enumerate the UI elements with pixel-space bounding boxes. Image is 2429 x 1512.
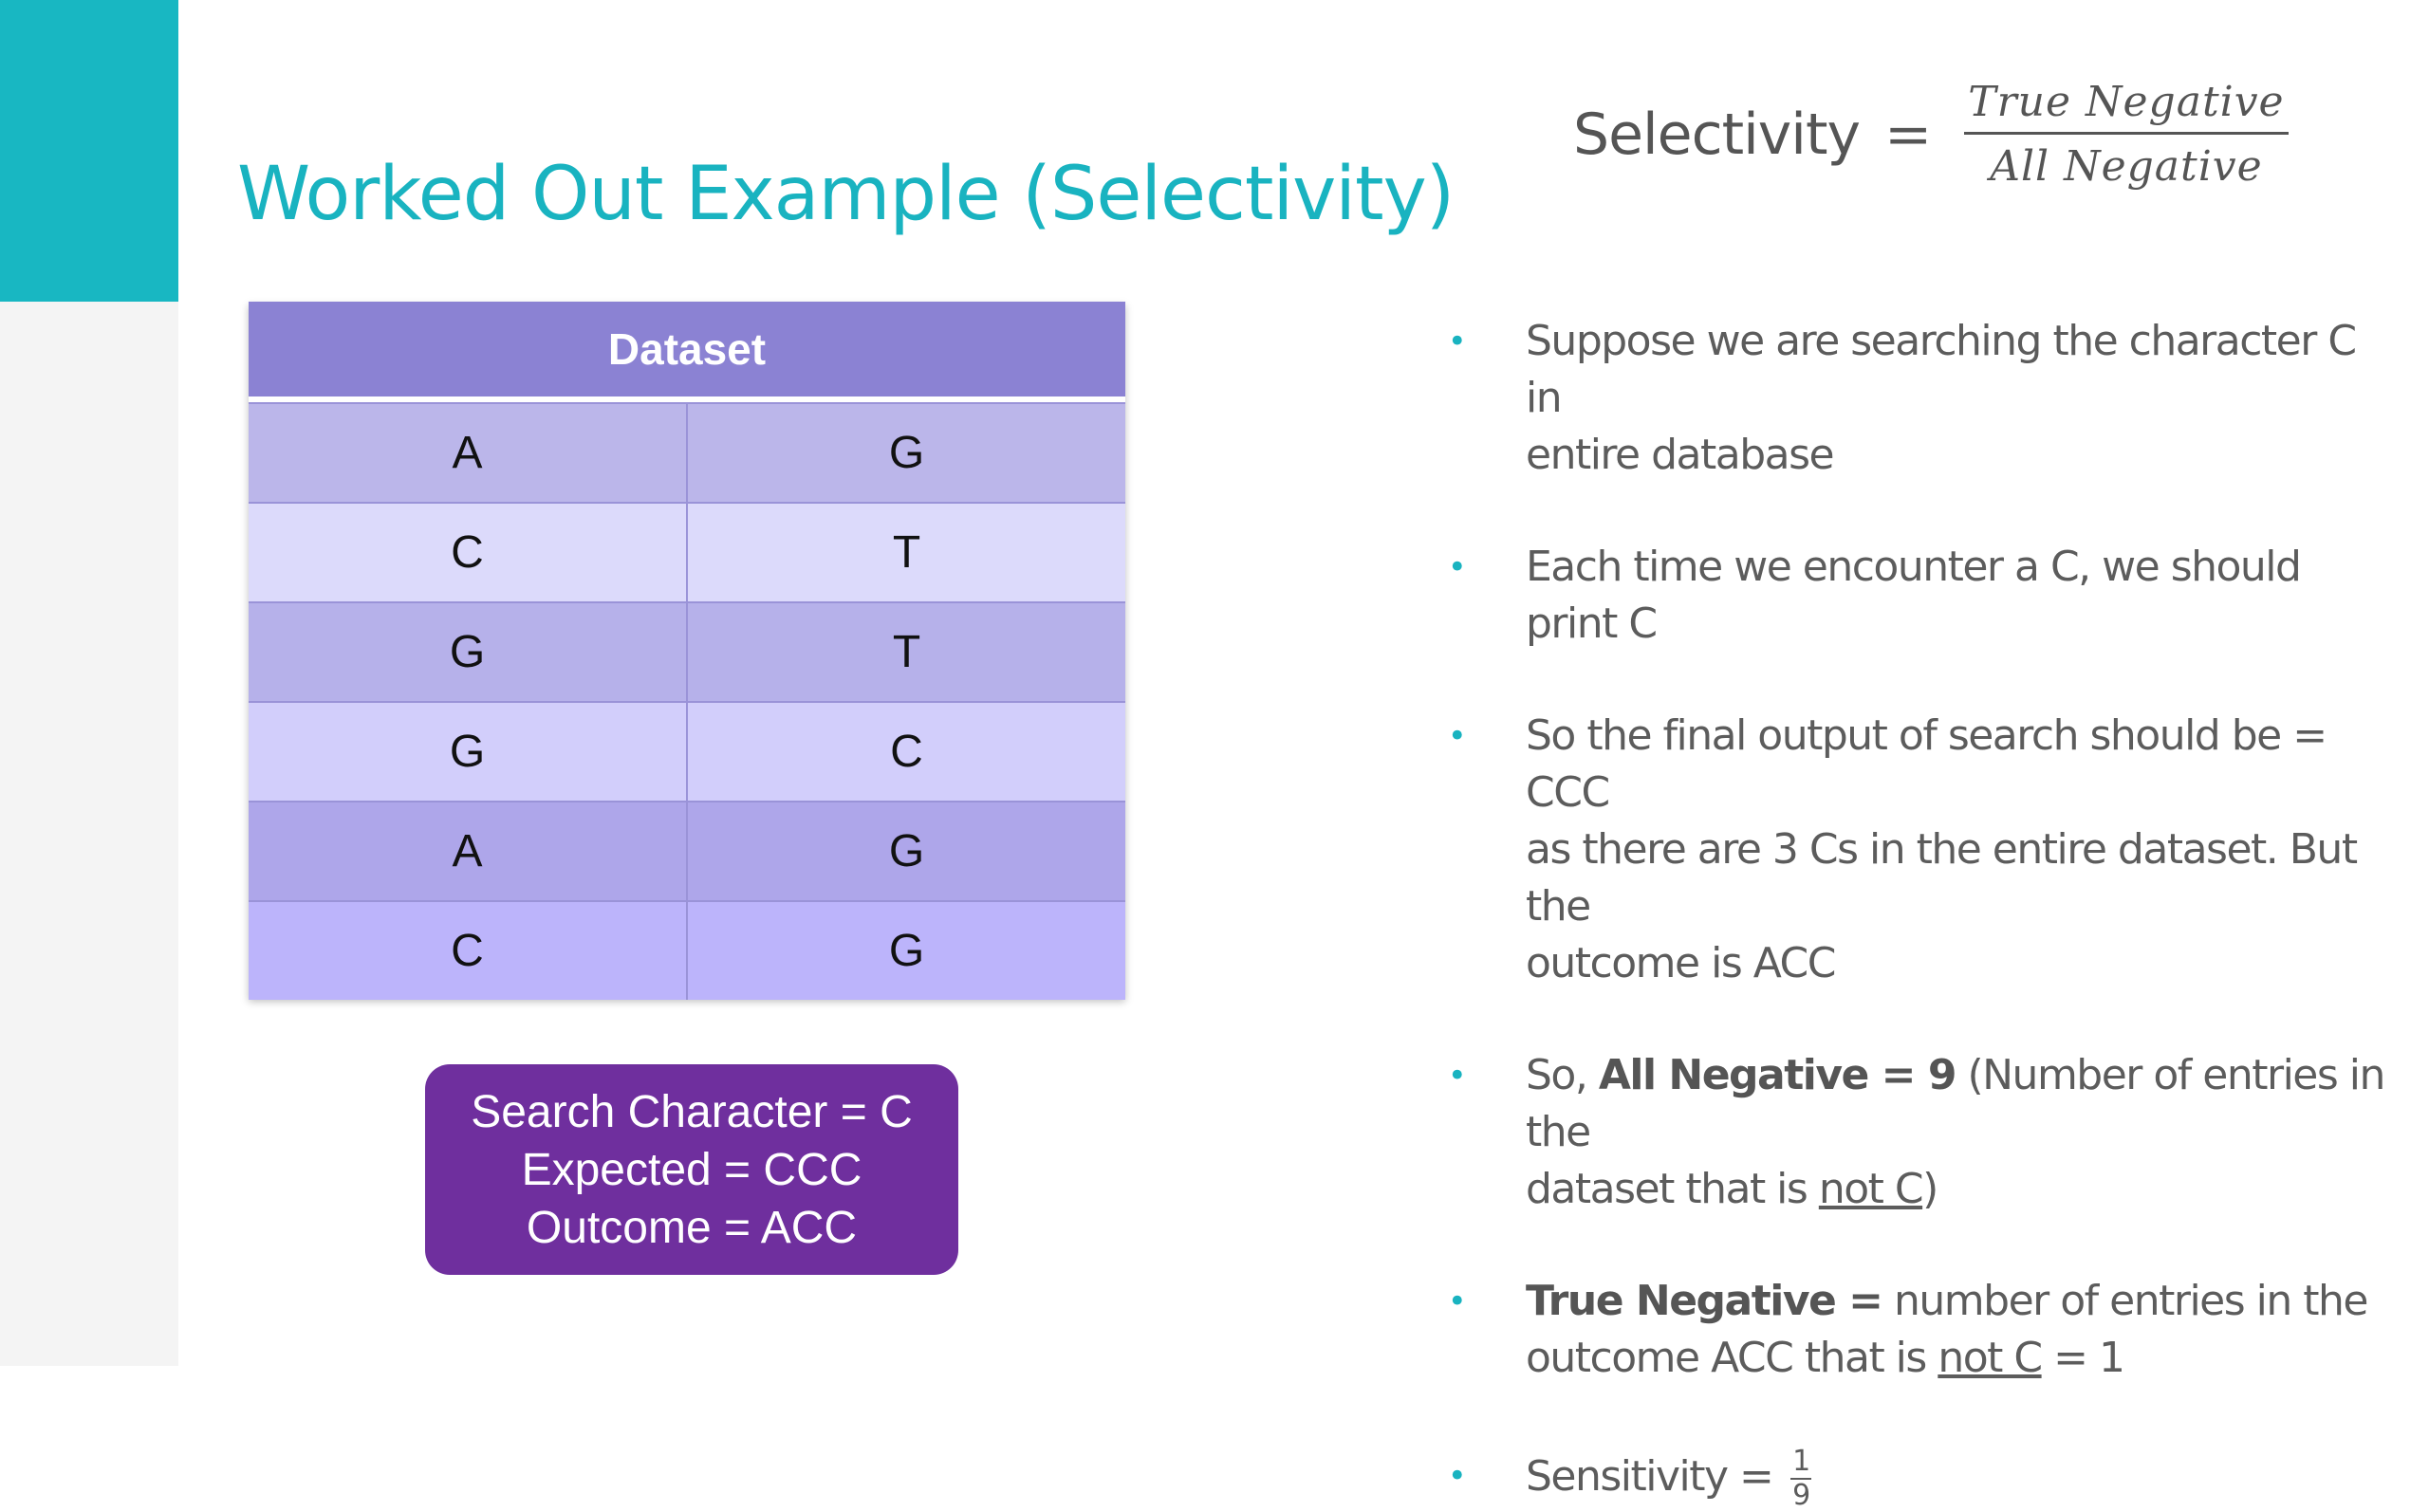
search-summary-box: Search Character = C Expected = CCC Outc…	[425, 1064, 958, 1275]
table-cell: G	[686, 902, 1125, 1000]
bullet-icon: •	[1447, 717, 1467, 755]
slide-title: Worked Out Example (Selectivity)	[237, 152, 1455, 237]
bullet-text: outcome ACC that is	[1526, 1334, 1938, 1382]
table-cell: G	[449, 627, 486, 677]
bullet-icon: •	[1447, 548, 1467, 586]
list-item: • True Negative = number of entries in t…	[1442, 1273, 2401, 1387]
table-row: C T	[249, 502, 1125, 601]
fraction-bar	[1789, 1478, 1811, 1480]
formula-denominator: All Negative	[1990, 142, 2263, 191]
expected-line: Expected = CCC	[521, 1144, 862, 1195]
bullet-text: Sensitivity =	[1526, 1452, 1785, 1501]
table-cell: T	[686, 504, 1125, 601]
bullet-text: (Number of entries in the	[1526, 1051, 2385, 1156]
bullet-icon: •	[1447, 1457, 1467, 1495]
table-cell: G	[686, 404, 1125, 502]
list-item: • So the final output of search should b…	[1442, 708, 2401, 992]
table-cell: C	[451, 527, 484, 578]
dataset-table: Dataset A G C T G T G C A G C G	[249, 302, 1125, 1000]
table-cell: A	[452, 826, 483, 876]
bullet-text: outcome is ACC	[1526, 939, 1837, 987]
bullet-text: entire database	[1526, 431, 1835, 479]
table-cell: G	[686, 802, 1125, 900]
formula-numerator: True Negative	[1968, 78, 2285, 126]
selectivity-formula: Selectivity = True Negative All Negative	[1573, 78, 2289, 191]
bullet-icon: •	[1447, 323, 1467, 360]
dataset-header: Dataset	[249, 302, 1125, 402]
formula-fraction: True Negative All Negative	[1964, 78, 2289, 191]
list-item: • So, All Negative = 9 (Number of entrie…	[1442, 1047, 2401, 1218]
table-cell: T	[686, 603, 1125, 701]
list-item: • Each time we encounter a C, we should …	[1442, 539, 2401, 653]
list-item: • Suppose we are searching the character…	[1442, 313, 2401, 484]
sensitivity-fraction: 1 9	[1789, 1445, 1811, 1512]
table-row: A G	[249, 402, 1125, 502]
bullet-text: number of entries in the	[1882, 1277, 2368, 1325]
bullet-text: So the final output of search should be …	[1526, 711, 2327, 817]
table-cell: A	[452, 428, 483, 478]
accent-block	[0, 0, 178, 302]
outcome-line: Outcome = ACC	[526, 1202, 858, 1253]
bullet-icon: •	[1447, 1282, 1467, 1320]
underlined-text: not C	[1818, 1165, 1924, 1213]
bullet-text: )	[1922, 1165, 1938, 1213]
table-row: G T	[249, 601, 1125, 701]
fraction-bar	[1964, 132, 2289, 135]
bullet-text: Suppose we are searching the character C…	[1526, 317, 2357, 422]
bullet-text: = 1	[2041, 1334, 2125, 1382]
bullet-text: So,	[1526, 1051, 1599, 1099]
fraction-numerator: 1	[1792, 1445, 1810, 1478]
bullet-icon: •	[1447, 1057, 1467, 1095]
underlined-text: not C	[1938, 1334, 2043, 1382]
table-cell: G	[449, 727, 486, 777]
table-row: G C	[249, 701, 1125, 801]
formula-equals: =	[1883, 101, 1933, 168]
explanation-list: • Suppose we are searching the character…	[1442, 313, 2401, 1510]
true-negative-label: True Negative =	[1526, 1277, 1883, 1325]
bullet-text: Each time we encounter a C, we should pr…	[1526, 543, 2302, 648]
list-item: • Sensitivity = 1 9	[1442, 1447, 2401, 1510]
table-row: A G	[249, 801, 1125, 900]
bullet-text: as there are 3 Cs in the entire dataset.…	[1526, 825, 2358, 931]
bullet-text: dataset that is	[1526, 1165, 1819, 1213]
all-negative-value: All Negative = 9	[1598, 1051, 1957, 1099]
table-row: C G	[249, 900, 1125, 1000]
fraction-denominator: 9	[1792, 1479, 1810, 1512]
formula-lhs: Selectivity	[1573, 101, 1861, 168]
search-character-line: Search Character = C	[471, 1086, 913, 1137]
table-cell: C	[686, 703, 1125, 801]
table-cell: C	[451, 926, 484, 976]
